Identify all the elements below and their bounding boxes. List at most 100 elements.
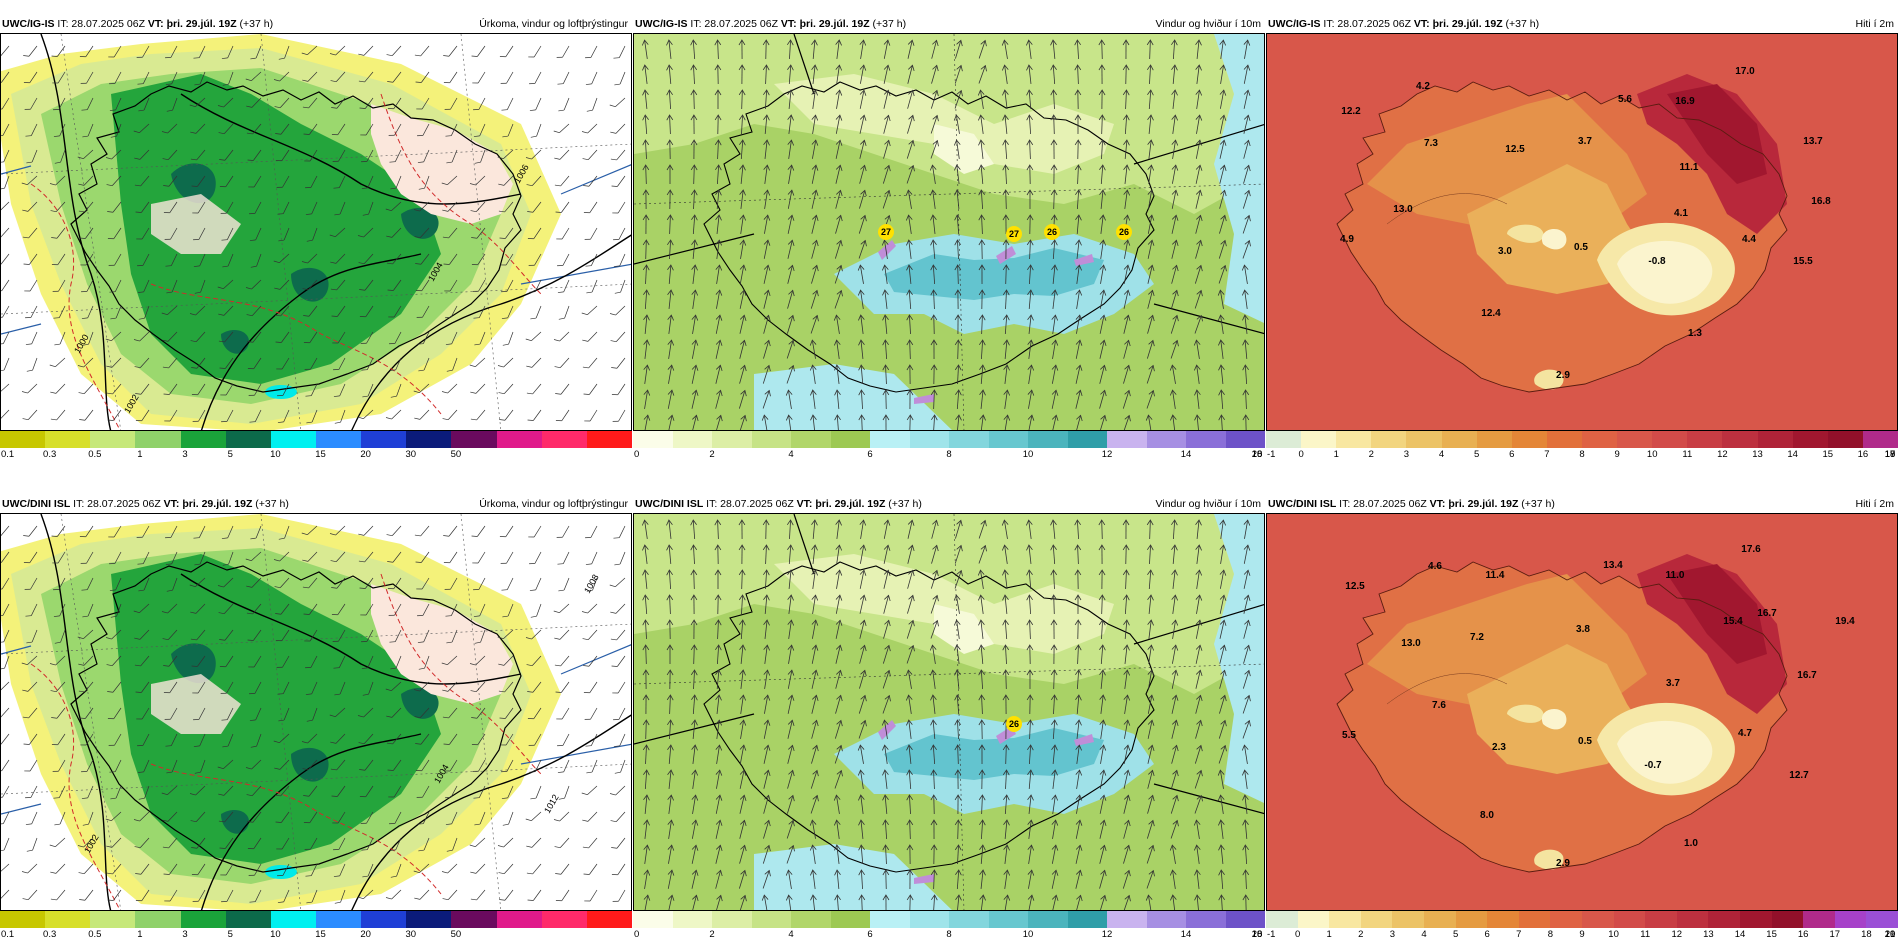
precip-colorbar: 0.1 0.3 0.5 1 3 5 10 15 20 30 50 — [0, 911, 632, 943]
wind-map: 27 27 26 26 — [633, 33, 1265, 431]
colorbar-tick-label: 20 — [1884, 929, 1896, 940]
panel-title: Vindur og hviður í 10m — [1155, 498, 1261, 510]
colorbar-tick-label: 10 — [1022, 449, 1034, 460]
colorbar-tick-label: 8 — [1579, 449, 1585, 460]
panel-precip-bottom: UWC/DINI ISL IT: 28.07.2025 06Z VT: þri.… — [0, 495, 632, 945]
model-name: UWC/IG-IS — [2, 18, 55, 30]
colorbar-swatch — [1617, 431, 1653, 448]
colorbar-swatch — [451, 431, 497, 448]
colorbar-tick-label: 12 — [1101, 929, 1113, 940]
valid-time-label: VT: — [796, 498, 813, 510]
colorbar-swatch — [1581, 431, 1618, 448]
colorbar-swatch — [909, 431, 949, 448]
colorbar-swatch — [1067, 431, 1107, 448]
colorbar-swatch — [1266, 431, 1302, 448]
colorbar-swatch — [751, 911, 791, 928]
temperature-value-label: 16.8 — [1811, 196, 1831, 207]
model-name: UWC/DINI ISL — [635, 498, 704, 510]
colorbar-tick-label: 0.3 — [43, 449, 57, 460]
colorbar-swatch — [180, 431, 226, 448]
temperature-value-label: 17.6 — [1741, 544, 1761, 555]
gust-label: 26 — [1047, 227, 1057, 237]
gust-label: 27 — [1009, 229, 1019, 239]
colorbar-swatch — [1455, 911, 1488, 928]
colorbar-swatch — [1371, 431, 1407, 448]
init-time: IT: 28.07.2025 06Z — [57, 18, 145, 30]
temperature-value-label: 3.8 — [1576, 624, 1590, 635]
colorbar-swatch — [1360, 911, 1393, 928]
colorbar-swatch — [791, 431, 831, 448]
temperature-value-label: 4.6 — [1428, 561, 1442, 572]
lead-time: (+37 h) — [1521, 498, 1555, 510]
panel-title: Úrkoma, vindur og loftþrýstingur — [479, 498, 628, 510]
colorbar-tick-label: 8 — [946, 929, 952, 940]
colorbar-swatch — [225, 911, 271, 928]
colorbar-swatch — [1771, 911, 1804, 928]
temperature-value-label: 3.7 — [1666, 678, 1680, 689]
colorbar-tick-label: 2 — [1358, 929, 1364, 940]
colorbar-tick-label: 15 — [315, 929, 326, 940]
colorbar-swatch — [870, 431, 910, 448]
temperature-value-label: 5.6 — [1618, 94, 1632, 105]
colorbar-swatch — [1329, 911, 1361, 928]
colorbar-tick-label: 12 — [1671, 929, 1683, 940]
temperature-value-label: 16.7 — [1797, 670, 1817, 681]
init-time: IT: 28.07.2025 06Z — [1339, 498, 1427, 510]
colorbar-swatch — [1613, 911, 1646, 928]
colorbar-tick-label: 4 — [1421, 929, 1427, 940]
temperature-value-label: 4.4 — [1742, 234, 1756, 245]
colorbar-swatch — [1476, 431, 1512, 448]
colorbar-tick-label: 19 — [1884, 449, 1896, 460]
panel-header: UWC/IG-IS IT: 28.07.2025 06Z VT: þri. 29… — [633, 15, 1265, 33]
colorbar-swatch — [1792, 431, 1828, 448]
gust-label: 26 — [1119, 227, 1129, 237]
temperature-colorbar: -1 0 1 2 3 4 5 6 7 8 9 10 11 12 13 14 15 16 17 18 19 20 21 — [1266, 911, 1898, 943]
colorbar-tick-label: 3 — [182, 929, 188, 940]
colorbar-swatch — [909, 911, 949, 928]
valid-time-label: VT: — [163, 498, 180, 510]
temperature-value-label: 0.5 — [1578, 736, 1592, 747]
panel-header: UWC/DINI ISL IT: 28.07.2025 06Z VT: þri.… — [633, 495, 1265, 513]
colorbar-tick-label: 0.1 — [1, 449, 15, 460]
temperature-value-label: 13.0 — [1401, 638, 1421, 649]
colorbar-swatch — [406, 911, 452, 928]
colorbar-tick-label: 6 — [867, 449, 873, 460]
panel-title: Vindur og hviður í 10m — [1155, 18, 1261, 30]
colorbar-tick-label: 3 — [1403, 449, 1410, 460]
colorbar-tick-label: 10 — [270, 929, 281, 940]
panel-header: UWC/IG-IS IT: 28.07.2025 06Z VT: þri. 29… — [1266, 15, 1898, 33]
panel-header: UWC/DINI ISL IT: 28.07.2025 06Z VT: þri.… — [1266, 495, 1898, 513]
colorbar-swatch — [751, 431, 791, 448]
temperature-value-label: 15.5 — [1793, 256, 1813, 267]
init-time: IT: 28.07.2025 06Z — [690, 18, 778, 30]
colorbar-tick-label: 20 — [360, 449, 371, 460]
colorbar-tick-label: 1 — [1326, 929, 1332, 940]
colorbar-tick-label: 19 — [1884, 929, 1896, 940]
gust-label: 26 — [1009, 719, 1019, 729]
panel-temp-bottom: UWC/DINI ISL IT: 28.07.2025 06Z VT: þri.… — [1266, 495, 1898, 945]
panel-temp-top: UWC/IG-IS IT: 28.07.2025 06Z VT: þri. 29… — [1266, 15, 1898, 465]
colorbar-swatch — [451, 911, 497, 928]
colorbar-swatch — [949, 911, 989, 928]
colorbar-tick-label: 18 — [1861, 929, 1872, 940]
colorbar-tick-label: 17 — [1829, 929, 1841, 940]
colorbar-tick-label: 14 — [1787, 449, 1798, 460]
temperature-value-label: 12.4 — [1481, 308, 1501, 319]
colorbar-swatch — [45, 431, 91, 448]
precip-map: 1008 1002 1012 1004 — [0, 513, 632, 911]
colorbar-swatch — [90, 911, 136, 928]
colorbar-tick-label: 12 — [1717, 449, 1728, 460]
valid-time-label: VT: — [1429, 498, 1446, 510]
colorbar-tick-label: 15 — [1822, 449, 1834, 460]
colorbar-swatch — [496, 911, 542, 928]
colorbar-tick-label: 5 — [227, 929, 233, 940]
panel-title: Hiti í 2m — [1855, 18, 1894, 30]
temperature-value-label: 16.9 — [1675, 96, 1695, 107]
colorbar-swatch — [45, 911, 91, 928]
colorbar-tick-label: 3 — [182, 449, 188, 460]
colorbar-tick-label: 0.3 — [43, 929, 57, 940]
panel-header: UWC/IG-IS IT: 28.07.2025 06Z VT: þri. 29… — [0, 15, 632, 33]
panel-wind-top: UWC/IG-IS IT: 28.07.2025 06Z VT: þri. 29… — [633, 15, 1265, 465]
colorbar-swatch — [1107, 431, 1147, 448]
colorbar-tick-label: 0 — [1298, 449, 1304, 460]
